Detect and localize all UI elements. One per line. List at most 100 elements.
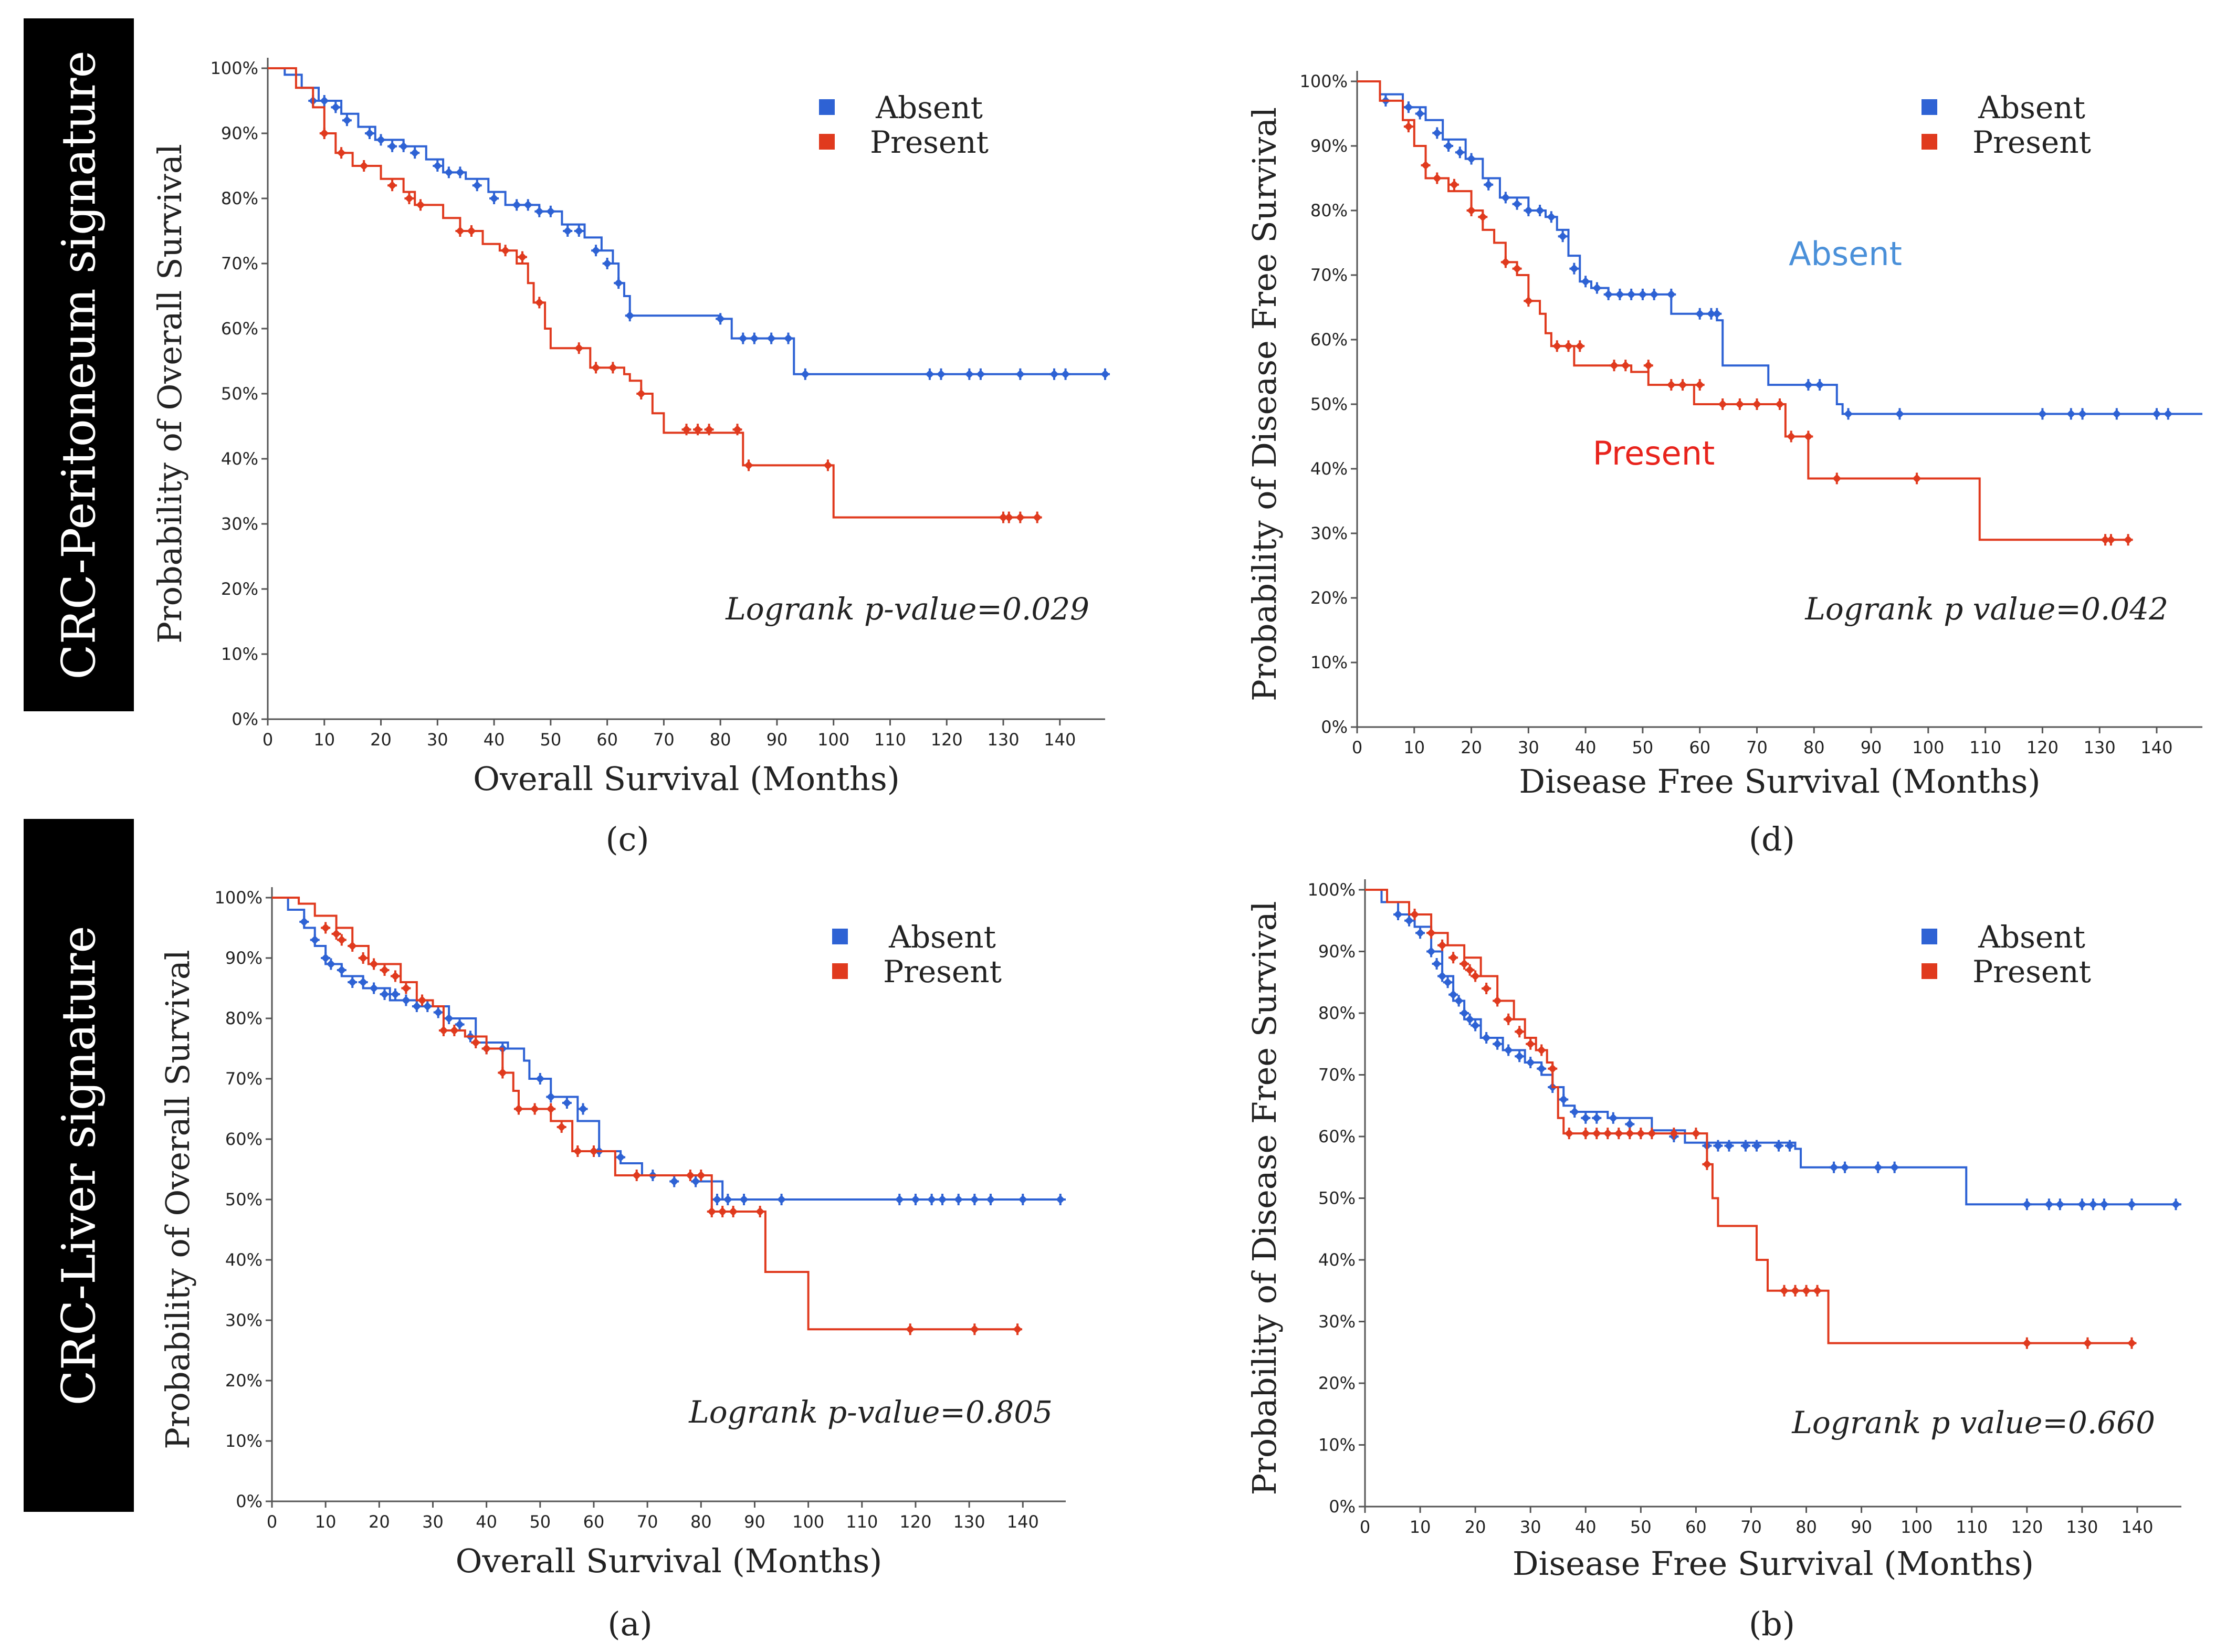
censor-mark-present (2083, 1337, 2093, 1349)
censor-mark-present (500, 245, 510, 257)
censor-mark-absent (614, 277, 624, 289)
censor-mark-present (358, 952, 368, 964)
censor-mark-absent (1493, 1038, 1503, 1050)
censor-mark-absent (1437, 970, 1447, 982)
censor-mark-absent (410, 147, 420, 159)
x-tick-label: 30 (422, 1512, 444, 1532)
x-axis-label: Disease Free Survival (Months) (1519, 762, 2040, 801)
x-tick-label: 40 (484, 730, 505, 750)
y-tick-label: 70% (1310, 265, 1348, 285)
censor-mark-present (1786, 430, 1796, 443)
censor-mark-absent (964, 368, 974, 380)
x-tick-label: 120 (931, 730, 963, 750)
x-tick-label: 30 (1520, 1517, 1541, 1537)
censor-mark-absent (562, 1097, 572, 1109)
x-tick-label: 20 (370, 730, 392, 750)
row-label-liver: CRC-Liver signature (24, 819, 134, 1512)
censor-mark-absent (2038, 408, 2048, 420)
censor-mark-present (1691, 1128, 1701, 1140)
censor-mark-absent (387, 140, 397, 152)
censor-mark-absent (1432, 958, 1442, 970)
censor-mark-present (744, 459, 754, 471)
censor-mark-present (823, 459, 833, 471)
censor-mark-absent (1581, 276, 1591, 288)
censor-mark-absent (1393, 909, 1403, 920)
censor-mark-present (321, 922, 331, 934)
censor-mark-present (466, 225, 476, 237)
censor-mark-present (390, 970, 400, 982)
censor-mark-present (1437, 939, 1447, 951)
y-tick-label: 90% (221, 123, 258, 143)
panel-caption: (a) (607, 1605, 652, 1643)
censor-mark-present (1609, 360, 1619, 372)
censor-mark-absent (1426, 945, 1436, 957)
x-tick-label: 40 (476, 1512, 497, 1532)
y-tick-label: 40% (221, 449, 258, 469)
censor-mark-absent (925, 368, 934, 380)
x-tick-label: 10 (1410, 1517, 1431, 1537)
censor-mark-absent (1055, 1194, 1065, 1205)
censor-mark-absent (1774, 1140, 1784, 1152)
y-tick-label: 90% (1310, 136, 1348, 156)
censor-mark-present (2022, 1337, 2032, 1349)
x-tick-label: 90 (766, 730, 788, 750)
censor-mark-present (970, 1323, 980, 1335)
y-tick-label: 100% (1308, 880, 1356, 900)
censor-mark-absent (1504, 1044, 1514, 1056)
legend-swatch-absent (1922, 99, 1937, 115)
legend-swatch-absent (832, 929, 848, 944)
x-tick-label: 40 (1575, 1517, 1597, 1537)
censor-mark-present (534, 297, 544, 309)
censor-mark-present (685, 1170, 695, 1181)
censor-mark-present (1636, 1128, 1646, 1140)
censor-mark-absent (321, 952, 331, 964)
censor-mark-absent (800, 368, 810, 380)
censor-mark-absent (1515, 1050, 1525, 1062)
x-tick-label: 100 (1900, 1517, 1933, 1537)
censor-mark-absent (1889, 1161, 1899, 1173)
y-tick-label: 30% (1310, 523, 1348, 543)
censor-mark-absent (423, 1001, 433, 1012)
censor-mark-present (1471, 970, 1480, 982)
censor-mark-absent (669, 1175, 679, 1187)
censor-mark-absent (1460, 1007, 1469, 1019)
censor-mark-present (438, 1025, 448, 1036)
x-tick-label: 100 (792, 1512, 824, 1532)
censor-mark-absent (1570, 1106, 1580, 1118)
censor-mark-present (517, 251, 527, 263)
censor-mark-absent (1537, 1062, 1547, 1075)
censor-mark-present (1603, 1128, 1613, 1140)
censor-mark-present (732, 424, 742, 436)
x-tick-label: 50 (1630, 1517, 1652, 1537)
y-tick-label: 30% (225, 1310, 262, 1330)
y-tick-label: 90% (225, 948, 262, 968)
panel-caption: (d) (1749, 820, 1795, 858)
y-tick-label: 10% (1310, 653, 1348, 672)
censor-mark-absent (712, 1194, 722, 1205)
censor-mark-present (556, 1121, 566, 1133)
y-tick-label: 60% (225, 1129, 262, 1149)
censor-mark-absent (369, 982, 379, 994)
censor-mark-absent (1482, 1032, 1492, 1044)
censor-mark-absent (535, 1073, 545, 1085)
censor-mark-absent (970, 1194, 980, 1205)
censor-mark-absent (2127, 1198, 2137, 1211)
legend-label-absent: Absent (888, 919, 996, 955)
inline-label-absent: Absent (1789, 235, 1902, 273)
x-tick-label: 110 (1956, 1517, 1988, 1537)
censor-mark-absent (326, 958, 336, 970)
x-tick-label: 90 (1851, 1517, 1872, 1537)
legend-swatch-absent (1922, 929, 1937, 944)
censor-mark-present (1504, 1013, 1514, 1025)
y-tick-label: 100% (211, 58, 258, 78)
censor-mark-present (1647, 1128, 1657, 1140)
censor-mark-present (1779, 1285, 1789, 1297)
y-tick-label: 80% (1310, 201, 1348, 220)
censor-mark-absent (2171, 1198, 2181, 1211)
x-tick-label: 60 (583, 1512, 605, 1532)
censor-mark-present (693, 424, 703, 436)
censor-mark-absent (1840, 1161, 1850, 1173)
y-tick-label: 0% (232, 709, 258, 729)
y-tick-label: 0% (1321, 717, 1348, 737)
y-tick-label: 40% (1318, 1250, 1356, 1270)
